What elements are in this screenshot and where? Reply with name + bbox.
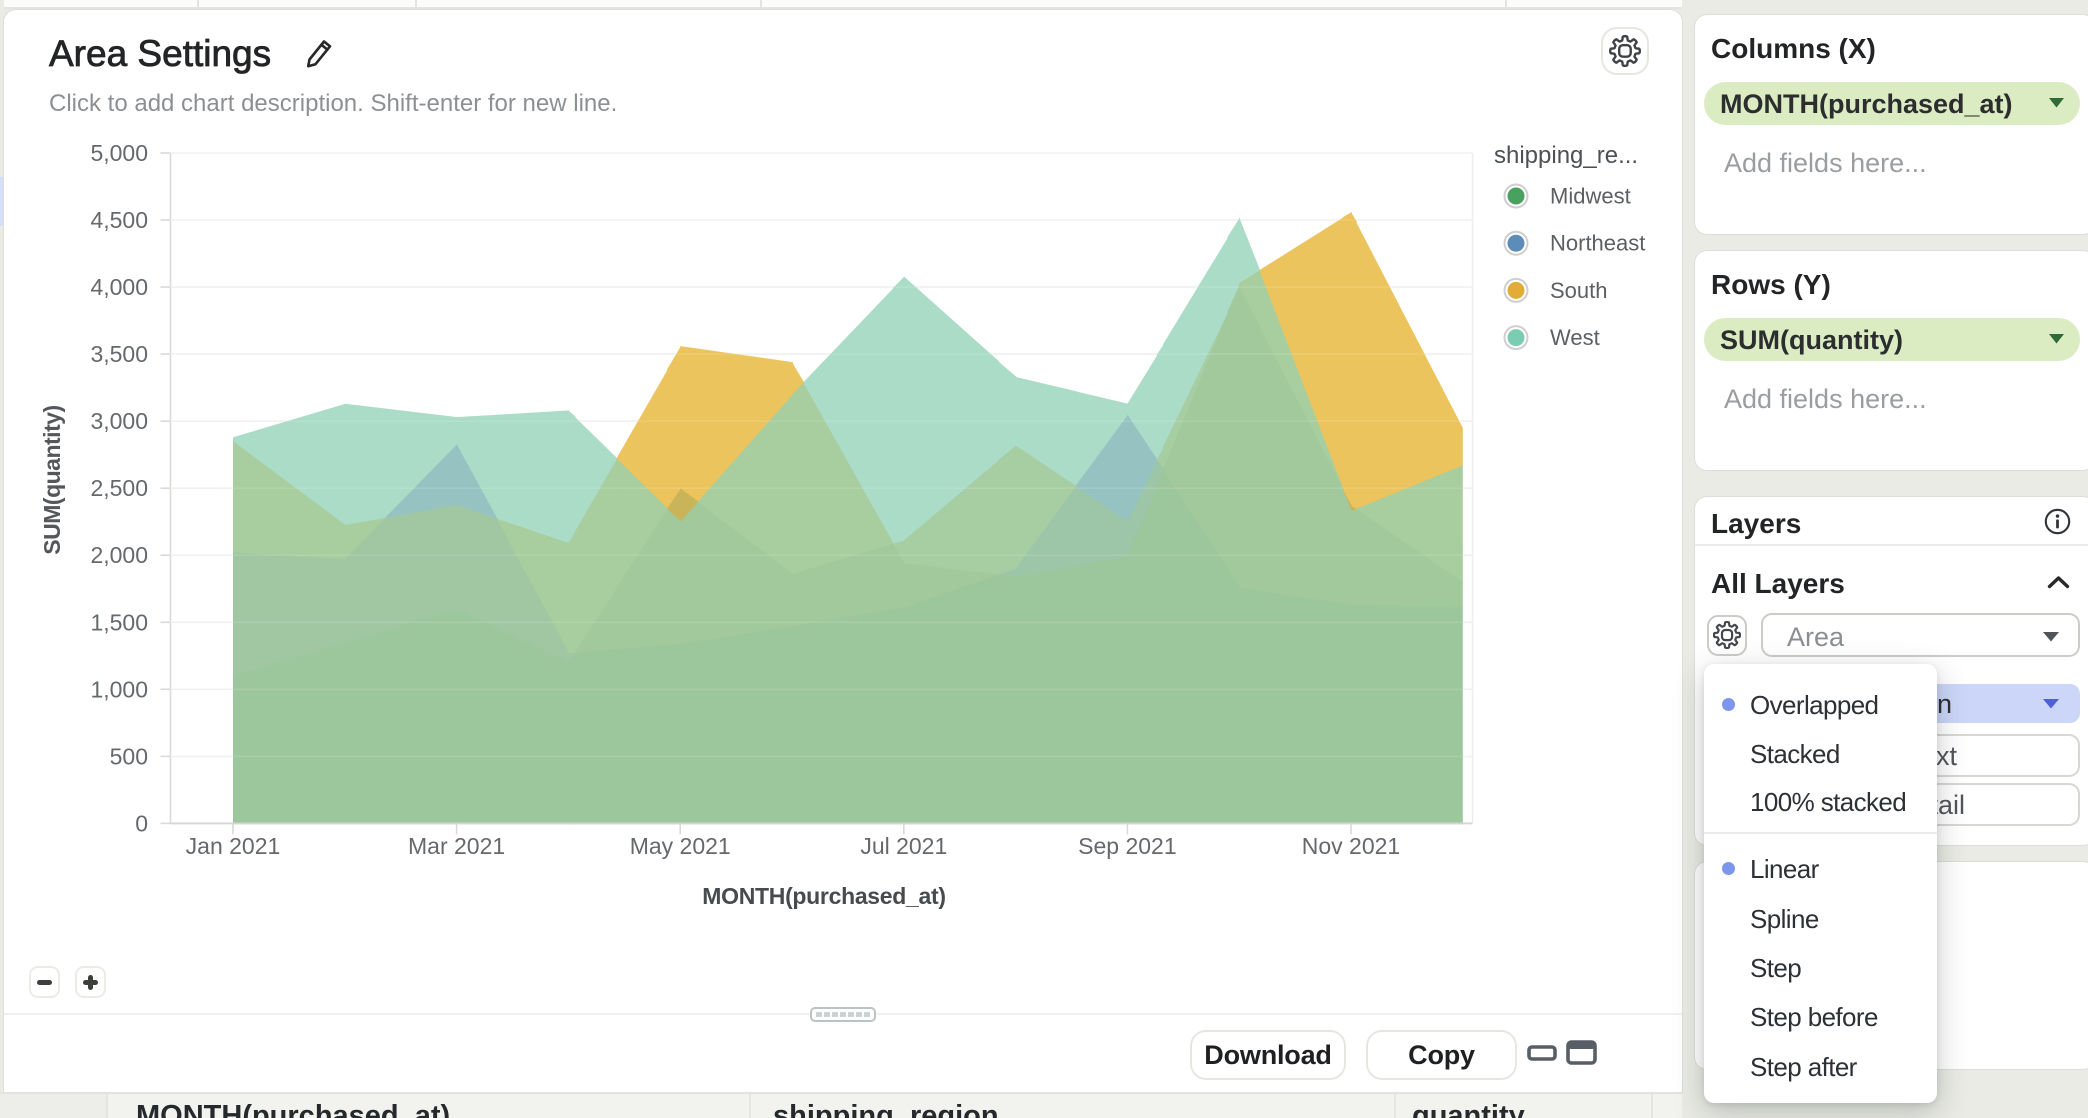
svg-text:Sep 2021: Sep 2021 [1078,833,1176,859]
svg-text:3,500: 3,500 [90,341,148,367]
svg-text:1,500: 1,500 [90,609,148,635]
svg-text:500: 500 [110,743,148,769]
svg-text:3,000: 3,000 [90,408,148,434]
svg-text:Nov 2021: Nov 2021 [1302,833,1400,859]
svg-text:Midwest: Midwest [1550,184,1631,209]
svg-text:Jan 2021: Jan 2021 [186,833,281,859]
svg-text:May 2021: May 2021 [630,833,731,859]
svg-text:West: West [1550,325,1600,350]
svg-text:4,500: 4,500 [90,207,148,233]
svg-text:Jul 2021: Jul 2021 [860,833,947,859]
svg-text:South: South [1550,278,1608,303]
svg-text:Mar 2021: Mar 2021 [408,833,505,859]
svg-text:shipping_re...: shipping_re... [1494,142,1638,169]
svg-text:SUM(quantity): SUM(quantity) [39,405,65,554]
svg-text:1,000: 1,000 [90,676,148,702]
svg-text:4,000: 4,000 [90,274,148,300]
svg-text:5,000: 5,000 [90,140,148,166]
svg-text:2,000: 2,000 [90,542,148,568]
svg-text:Northeast: Northeast [1550,231,1645,256]
svg-text:0: 0 [135,810,148,836]
svg-text:2,500: 2,500 [90,475,148,501]
svg-text:MONTH(purchased_at): MONTH(purchased_at) [702,883,946,909]
